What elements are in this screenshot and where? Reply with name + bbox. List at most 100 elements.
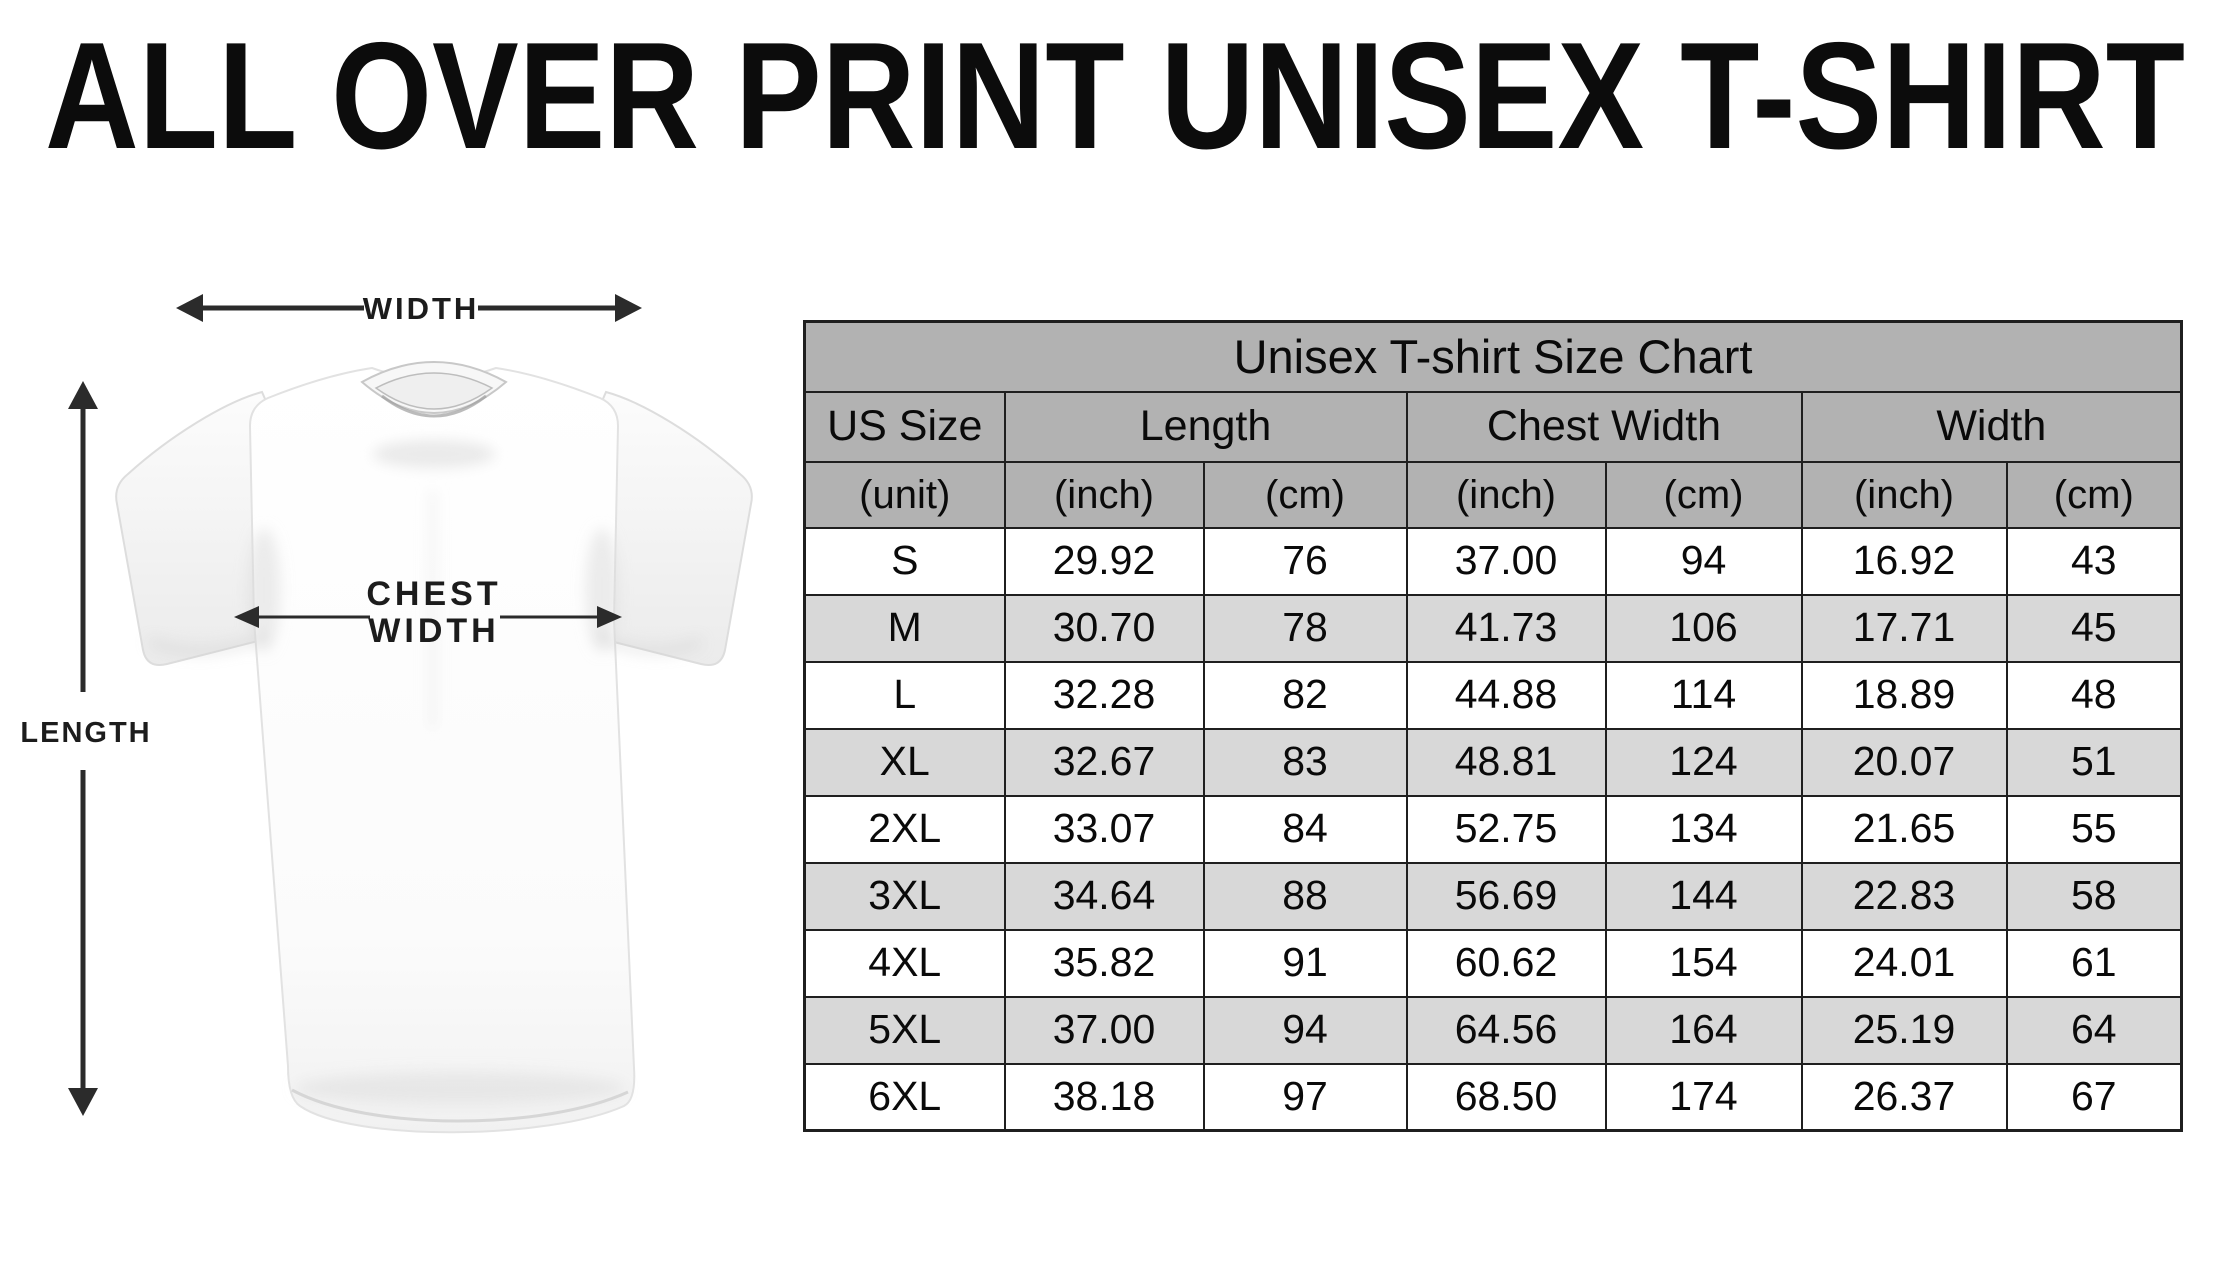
table-cell: 55 bbox=[2005, 794, 2183, 864]
table-cell: 56.69 bbox=[1405, 861, 1607, 931]
col-header-us-size: US Size bbox=[803, 390, 1006, 463]
table-cell: 45 bbox=[2005, 593, 2183, 663]
tshirt-collar-inner bbox=[374, 372, 494, 410]
table-cell: 32.28 bbox=[1003, 660, 1205, 730]
table-cell: 48.81 bbox=[1405, 727, 1607, 797]
table-row-s: S 29.92 76 37.00 94 16.92 43 bbox=[803, 526, 2183, 596]
table-row-m: M 30.70 78 41.73 106 17.71 45 bbox=[803, 593, 2183, 663]
table-cell: 106 bbox=[1604, 593, 1803, 663]
table-cell: 41.73 bbox=[1405, 593, 1607, 663]
table-cell: 18.89 bbox=[1800, 660, 2008, 730]
table-cell: 60.62 bbox=[1405, 928, 1607, 998]
table-cell: 94 bbox=[1202, 995, 1408, 1065]
table-cell: 164 bbox=[1604, 995, 1803, 1065]
table-cell: 83 bbox=[1202, 727, 1408, 797]
chest-width-label-line1: CHEST bbox=[366, 575, 501, 613]
size-cell: 2XL bbox=[803, 794, 1006, 864]
table-row-3xl: 3XL 34.64 88 56.69 144 22.83 58 bbox=[803, 861, 2183, 931]
size-cell: 3XL bbox=[803, 861, 1006, 931]
table-cell: 154 bbox=[1604, 928, 1803, 998]
table-cell: 35.82 bbox=[1003, 928, 1205, 998]
tshirt-measurement-diagram: WIDTH CHEST WIDTH LENGTH bbox=[20, 291, 753, 1134]
tshirt-graphic bbox=[115, 361, 753, 1134]
table-row-4xl: 4XL 35.82 91 60.62 154 24.01 61 bbox=[803, 928, 2183, 998]
page-title: ALL OVER PRINT UNISEX T-SHIRT bbox=[45, 18, 2185, 176]
table-cell: 94 bbox=[1604, 526, 1803, 596]
table-cell: 30.70 bbox=[1003, 593, 1205, 663]
length-arrow-label: LENGTH bbox=[20, 717, 151, 749]
tshirt-hem bbox=[291, 1088, 629, 1123]
unit-cell: (inch) bbox=[1003, 460, 1205, 529]
table-cell: 16.92 bbox=[1800, 526, 2008, 596]
table-cell: 21.65 bbox=[1800, 794, 2008, 864]
table-cell: 48 bbox=[2005, 660, 2183, 730]
table-cell: 43 bbox=[2005, 526, 2183, 596]
table-cell: 67 bbox=[2005, 1062, 2183, 1132]
table-cell: 26.37 bbox=[1800, 1062, 2008, 1132]
table-cell: 51 bbox=[2005, 727, 2183, 797]
chest-width-label-line2: WIDTH bbox=[368, 612, 499, 650]
table-cell: 38.18 bbox=[1003, 1062, 1205, 1132]
table-cell: 64.56 bbox=[1405, 995, 1607, 1065]
length-arrow: LENGTH bbox=[20, 381, 151, 1116]
table-title-row: Unisex T-shirt Size Chart bbox=[803, 320, 2183, 393]
size-cell: S bbox=[803, 526, 1006, 596]
tshirt-body bbox=[248, 366, 636, 1134]
table-cell: 68.50 bbox=[1405, 1062, 1607, 1132]
table-cell: 97 bbox=[1202, 1062, 1408, 1132]
table-cell: 58 bbox=[2005, 861, 2183, 931]
table-cell: 84 bbox=[1202, 794, 1408, 864]
width-arrow-label: WIDTH bbox=[363, 291, 480, 326]
table-cell: 88 bbox=[1202, 861, 1408, 931]
table-cell: 124 bbox=[1604, 727, 1803, 797]
table-cell: 37.00 bbox=[1003, 995, 1205, 1065]
unit-cell: (inch) bbox=[1800, 460, 2008, 529]
width-arrow: WIDTH bbox=[176, 291, 642, 326]
table-cell: 64 bbox=[2005, 995, 2183, 1065]
unit-cell: (cm) bbox=[1604, 460, 1803, 529]
size-cell: XL bbox=[803, 727, 1006, 797]
table-row-2xl: 2XL 33.07 84 52.75 134 21.65 55 bbox=[803, 794, 2183, 864]
table-cell: 44.88 bbox=[1405, 660, 1607, 730]
table-cell: 174 bbox=[1604, 1062, 1803, 1132]
size-chart-table: Unisex T-shirt Size Chart US Size Length… bbox=[803, 320, 2184, 1132]
table-cell: 91 bbox=[1202, 928, 1408, 998]
unit-cell: (inch) bbox=[1405, 460, 1607, 529]
table-cell: 114 bbox=[1604, 660, 1803, 730]
unit-cell: (unit) bbox=[803, 460, 1006, 529]
size-cell: M bbox=[803, 593, 1006, 663]
col-header-width: Width bbox=[1800, 390, 2183, 463]
size-cell: 5XL bbox=[803, 995, 1006, 1065]
table-cell: 20.07 bbox=[1800, 727, 2008, 797]
table-cell: 32.67 bbox=[1003, 727, 1205, 797]
table-cell: 144 bbox=[1604, 861, 1803, 931]
size-cell: 6XL bbox=[803, 1062, 1006, 1132]
table-unit-row: (unit) (inch) (cm) (inch) (cm) (inch) (c… bbox=[803, 460, 2183, 529]
table-cell: 78 bbox=[1202, 593, 1408, 663]
table-cell: 17.71 bbox=[1800, 593, 2008, 663]
table-cell: 24.01 bbox=[1800, 928, 2008, 998]
table-cell: 34.64 bbox=[1003, 861, 1205, 931]
table-cell: 37.00 bbox=[1405, 526, 1607, 596]
table-cell: 61 bbox=[2005, 928, 2183, 998]
table-title: Unisex T-shirt Size Chart bbox=[803, 320, 2183, 393]
table-group-header-row: US Size Length Chest Width Width bbox=[803, 390, 2183, 463]
table-cell: 52.75 bbox=[1405, 794, 1607, 864]
table-row-xl: XL 32.67 83 48.81 124 20.07 51 bbox=[803, 727, 2183, 797]
table-cell: 22.83 bbox=[1800, 861, 2008, 931]
size-cell: 4XL bbox=[803, 928, 1006, 998]
table-cell: 82 bbox=[1202, 660, 1408, 730]
size-cell: L bbox=[803, 660, 1006, 730]
unit-cell: (cm) bbox=[2005, 460, 2183, 529]
table-cell: 25.19 bbox=[1800, 995, 2008, 1065]
table-cell: 33.07 bbox=[1003, 794, 1205, 864]
table-cell: 29.92 bbox=[1003, 526, 1205, 596]
table-row-5xl: 5XL 37.00 94 64.56 164 25.19 64 bbox=[803, 995, 2183, 1065]
chest-width-arrow: CHEST WIDTH bbox=[234, 575, 622, 650]
table-row-l: L 32.28 82 44.88 114 18.89 48 bbox=[803, 660, 2183, 730]
page-title-text: ALL OVER PRINT UNISEX T-SHIRT bbox=[45, 18, 2185, 176]
table-cell: 134 bbox=[1604, 794, 1803, 864]
unit-cell: (cm) bbox=[1202, 460, 1408, 529]
tshirt-collar-shadow bbox=[381, 394, 487, 418]
